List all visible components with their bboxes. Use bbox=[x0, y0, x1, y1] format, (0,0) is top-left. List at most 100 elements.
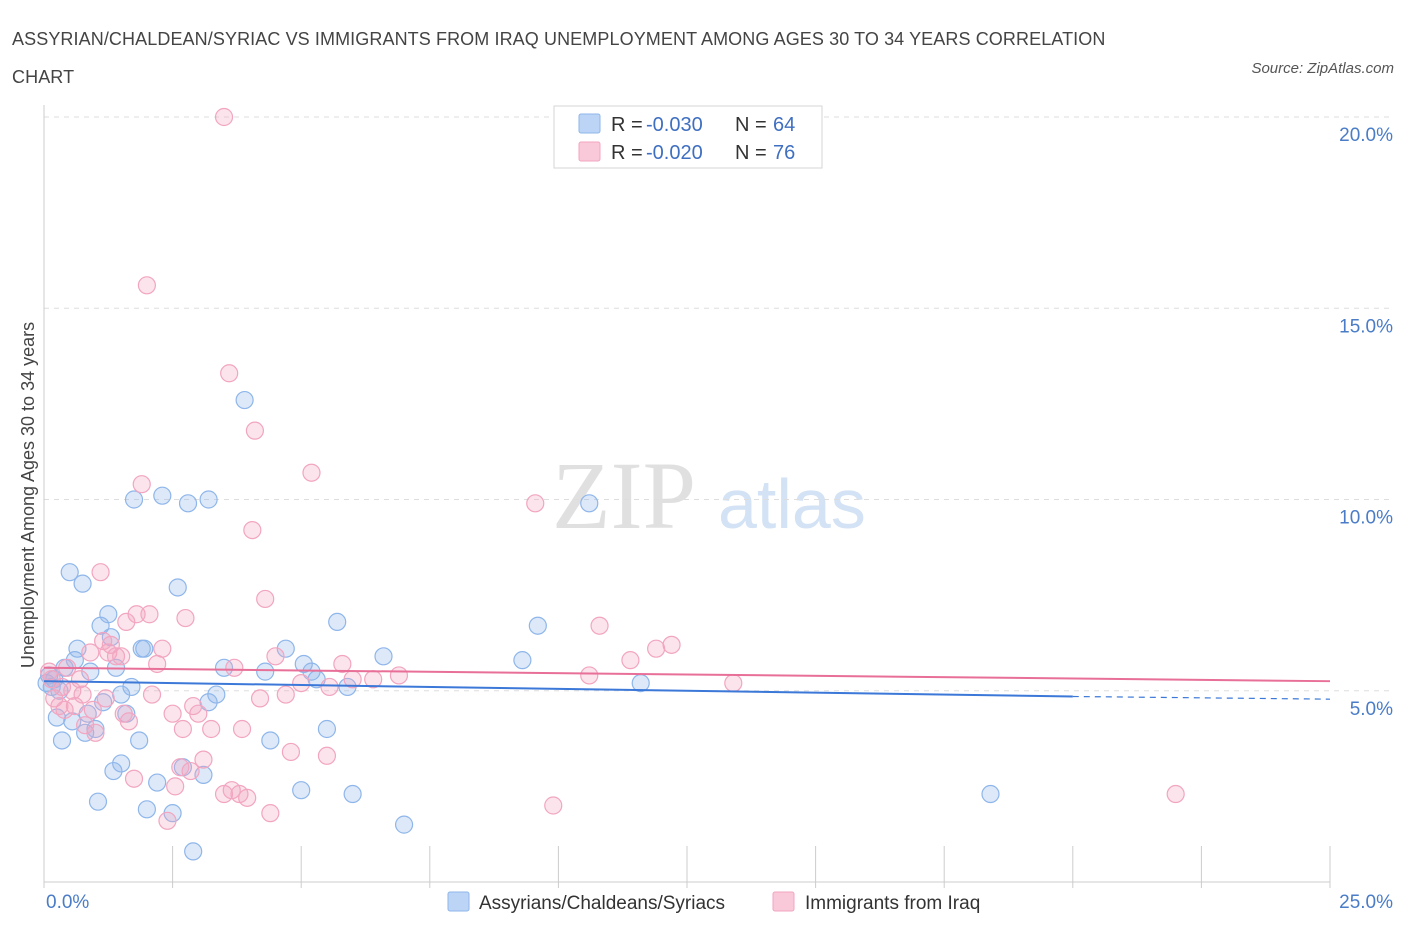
iraq-point-23 bbox=[117, 612, 136, 632]
iraq-point-32 bbox=[153, 639, 172, 658]
assyrians-point-23 bbox=[112, 754, 131, 773]
assyrians-point-14 bbox=[86, 719, 105, 739]
assyrians-point-11 bbox=[76, 723, 95, 742]
assyrians-point-42 bbox=[235, 390, 254, 410]
iraq-point-37 bbox=[173, 719, 192, 739]
axes bbox=[43, 105, 1331, 888]
assyrians-point-40 bbox=[207, 685, 226, 704]
iraq-point-61 bbox=[317, 746, 337, 765]
bottom-legend-label-blue: Assyrians/Chaldeans/Syriacs bbox=[479, 893, 725, 914]
iraq-point-26 bbox=[127, 605, 146, 624]
iraq-point-57 bbox=[276, 685, 295, 704]
assyrians-point-63 bbox=[135, 639, 154, 658]
iraq-point-12 bbox=[81, 643, 100, 662]
assyrians-point-22 bbox=[112, 685, 131, 704]
assyrians-point-36 bbox=[184, 842, 203, 861]
iraq-point-52 bbox=[245, 421, 265, 440]
correlation-legend: R = -0.030 N = 64 R = -0.020 N = 76 bbox=[553, 105, 823, 169]
iraq-point-21 bbox=[112, 647, 131, 666]
tick-labels: 5.0% 10.0% 15.0% 20.0% 0.0% 25.0% bbox=[46, 125, 1393, 913]
iraq-point-69 bbox=[580, 666, 599, 685]
assyrians-point-30 bbox=[148, 773, 167, 792]
legend-r-value-2: -0.020 bbox=[646, 142, 703, 164]
iraq-point-49 bbox=[232, 719, 252, 739]
legend-n-label-1: N = bbox=[735, 114, 767, 136]
legend-n-label-2: N = bbox=[735, 142, 767, 164]
iraq-point-63 bbox=[333, 654, 352, 674]
bottom-legend-swatch-pink bbox=[772, 891, 795, 912]
iraq-point-76 bbox=[214, 107, 234, 127]
iraq-point-17 bbox=[96, 689, 115, 708]
iraq-point-10 bbox=[73, 685, 92, 704]
assyrians-point-35 bbox=[178, 494, 198, 513]
iraq-point-19 bbox=[101, 635, 120, 654]
assyrians-point-31 bbox=[153, 486, 172, 505]
trend-line-assyrians bbox=[43, 680, 1073, 698]
assyrians-point-15 bbox=[88, 792, 108, 811]
x-tick-label-1: 25.0% bbox=[1339, 892, 1393, 913]
iraq-point-58 bbox=[281, 742, 301, 762]
assyrians-point-26 bbox=[124, 490, 144, 509]
legend-n-value-2: 76 bbox=[773, 142, 795, 164]
iraq-point-59 bbox=[292, 673, 311, 693]
iraq-point-66 bbox=[389, 666, 409, 685]
assyrians-point-38 bbox=[199, 490, 218, 509]
chart-source: Source: ZipAtlas.com bbox=[1251, 60, 1394, 77]
iraq-point-15 bbox=[91, 563, 110, 582]
iraq-point-73 bbox=[662, 635, 681, 654]
assyrians-point-33 bbox=[168, 578, 187, 597]
trend-line-assyrians-extension bbox=[1072, 695, 1331, 700]
assyrians-point-3 bbox=[47, 708, 66, 727]
iraq-point-60 bbox=[302, 463, 321, 482]
legend-swatch-pink bbox=[578, 141, 601, 162]
iraq-point-28 bbox=[137, 276, 156, 295]
iraq-point-25 bbox=[124, 769, 144, 788]
y-tick-label-2: 15.0% bbox=[1339, 316, 1393, 337]
iraq-point-38 bbox=[176, 608, 195, 628]
legend-n-value-1: 64 bbox=[773, 114, 795, 136]
bottom-legend-swatch-blue bbox=[447, 891, 470, 912]
iraq-point-41 bbox=[189, 704, 208, 723]
assyrians-point-50 bbox=[317, 719, 337, 739]
iraq-point-47 bbox=[225, 658, 244, 677]
iraq-point-56 bbox=[266, 647, 285, 666]
watermark-atlas: atlas bbox=[718, 465, 866, 543]
iraq-point-11 bbox=[76, 716, 95, 735]
iraq-point-45 bbox=[220, 364, 239, 383]
iraq-point-39 bbox=[181, 761, 200, 781]
iraq-point-9 bbox=[70, 670, 90, 689]
iraq-point-24 bbox=[119, 712, 138, 731]
assyrians-point-53 bbox=[343, 784, 362, 804]
assyrians-point-29 bbox=[137, 800, 156, 819]
assyrians-point-10 bbox=[73, 574, 92, 593]
assyrians-point-47 bbox=[294, 654, 313, 674]
assyrians-point-20 bbox=[104, 761, 123, 781]
iraq-point-34 bbox=[163, 704, 182, 723]
y-tick-label-3: 20.0% bbox=[1339, 125, 1393, 146]
iraq-point-20 bbox=[106, 647, 126, 666]
trend-lines bbox=[43, 666, 1331, 700]
assyrians-point-6 bbox=[60, 563, 79, 582]
assyrians-point-54 bbox=[374, 647, 393, 666]
series-legend: Assyrians/Chaldeans/Syriacs Immigrants f… bbox=[447, 891, 980, 914]
assyrians-point-45 bbox=[276, 639, 295, 658]
iraq-point-71 bbox=[621, 651, 640, 670]
iraq-point-33 bbox=[158, 811, 177, 830]
assyrians-point-58 bbox=[580, 494, 599, 513]
iraq-point-75 bbox=[1166, 784, 1185, 804]
assyrians-point-46 bbox=[292, 781, 311, 800]
assyrians-point-60 bbox=[981, 784, 1000, 804]
assyrians-point-41 bbox=[214, 658, 234, 677]
iraq-point-14 bbox=[86, 723, 105, 742]
assyrians-point-18 bbox=[99, 605, 118, 624]
assyrians-point-4 bbox=[52, 731, 72, 750]
legend-r-value-1: -0.030 bbox=[646, 114, 703, 136]
legend-swatch-blue bbox=[578, 113, 601, 134]
iraq-point-74 bbox=[724, 673, 743, 693]
iraq-point-27 bbox=[132, 475, 151, 494]
iraq-point-1 bbox=[42, 670, 61, 689]
chart-title: ASSYRIAN/CHALDEAN/SYRIAC VS IMMIGRANTS F… bbox=[12, 29, 1106, 87]
legend-r-label-2: R = bbox=[611, 142, 643, 164]
assyrians-point-57 bbox=[528, 616, 547, 635]
